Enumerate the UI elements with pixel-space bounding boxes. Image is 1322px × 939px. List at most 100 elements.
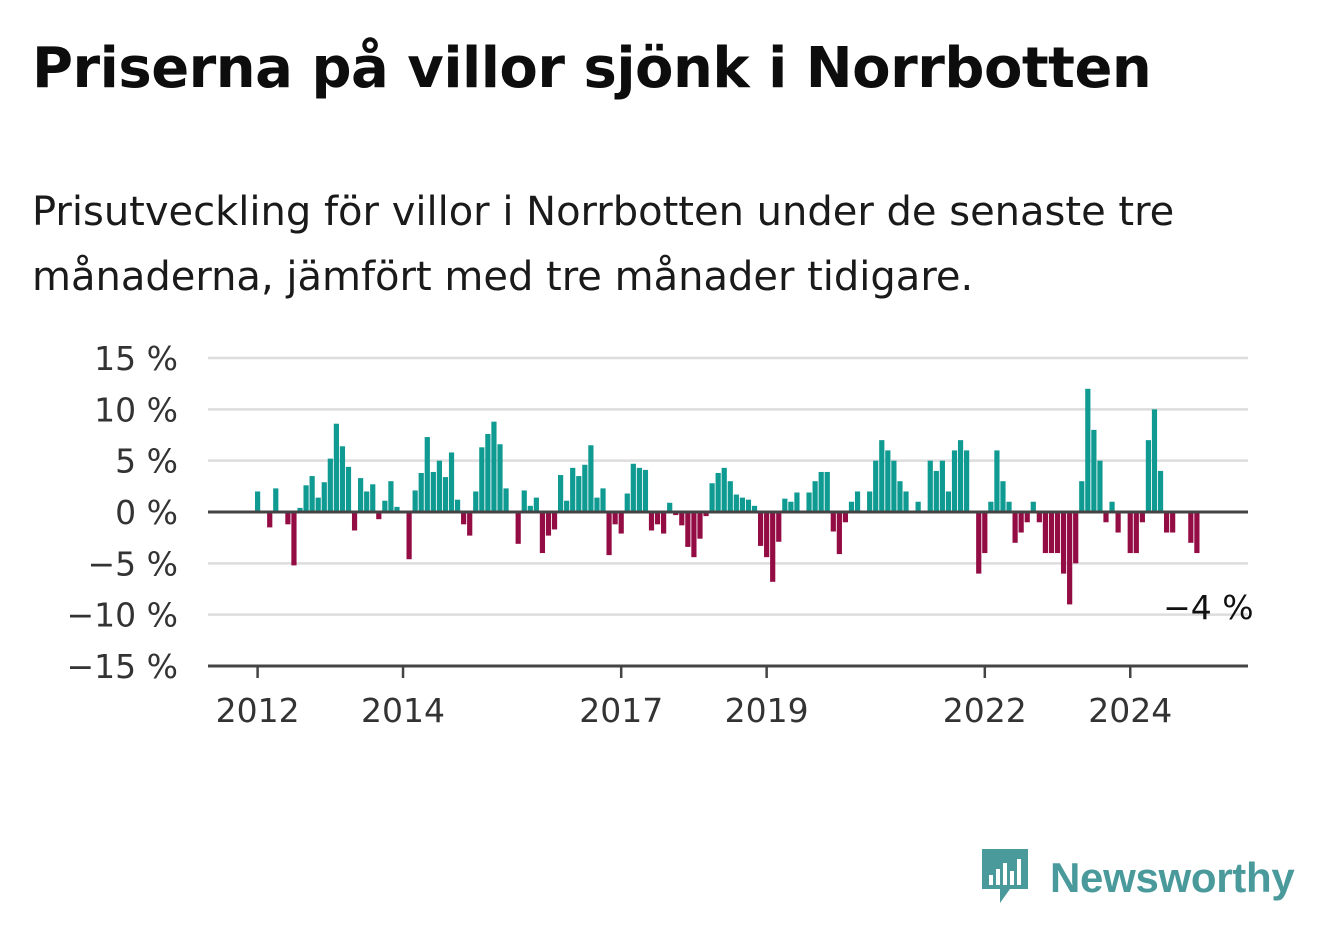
bar [691, 512, 697, 558]
bar [957, 440, 964, 512]
bar [1018, 512, 1024, 533]
bar [600, 488, 606, 512]
bar [1079, 481, 1085, 512]
bar [867, 491, 873, 512]
bar [739, 497, 745, 512]
bar [424, 437, 430, 512]
bar [727, 481, 733, 512]
bar [309, 476, 315, 512]
bar [406, 512, 412, 560]
bar [715, 472, 721, 512]
bar [521, 490, 527, 512]
bar [376, 512, 382, 520]
x-tick-label: 2012 [216, 691, 300, 730]
bar [497, 444, 503, 512]
bar [418, 472, 424, 512]
bar [618, 512, 624, 534]
bars [255, 388, 1200, 605]
bar [327, 458, 333, 512]
bar [448, 452, 455, 512]
bar [558, 475, 564, 512]
bar [606, 512, 612, 556]
bar [564, 500, 570, 512]
bar [1024, 512, 1030, 523]
bar [703, 512, 709, 517]
bar [364, 491, 370, 512]
bar [667, 502, 673, 512]
y-tick-label: −15 % [67, 647, 179, 686]
bar [903, 491, 909, 512]
bar [442, 477, 449, 512]
y-tick-label: −5 % [88, 544, 179, 583]
bar [285, 512, 291, 525]
bar [1000, 481, 1006, 512]
bar [588, 445, 594, 512]
bar [624, 493, 630, 512]
y-tick-label: −10 % [67, 596, 179, 635]
bar [897, 481, 903, 512]
bar [515, 512, 521, 544]
bar [1085, 388, 1091, 512]
bar [333, 423, 339, 512]
bar [830, 512, 836, 532]
bar [964, 450, 970, 512]
bar [467, 512, 473, 536]
bar [988, 501, 994, 512]
bar [345, 466, 352, 512]
brand-name: Newsworthy [1050, 854, 1295, 901]
bar [273, 488, 279, 512]
bar [491, 421, 497, 512]
bar [1103, 512, 1109, 523]
bar [836, 512, 842, 555]
bar [976, 512, 982, 574]
bar [824, 471, 830, 512]
newsworthy-brand[interactable]: Newsworthy [980, 848, 1295, 908]
chart-title: Priserna på villor sjönk i Norrbotten [32, 36, 1152, 101]
bar [1048, 512, 1055, 554]
bar [854, 491, 861, 512]
bar [339, 446, 346, 512]
bar [394, 506, 400, 512]
bar [503, 488, 509, 512]
bar [1054, 512, 1061, 554]
bar [527, 505, 533, 512]
x-tick-label: 2024 [1088, 691, 1172, 730]
bar [848, 501, 855, 512]
bar [885, 450, 891, 512]
bar [951, 450, 958, 512]
bar [1073, 512, 1079, 564]
bar [1012, 512, 1018, 543]
last-value-label: −4 % [1163, 588, 1254, 627]
y-tick-label: 5 % [115, 442, 178, 481]
bar [879, 440, 885, 512]
bar [994, 450, 1000, 512]
bar [709, 483, 715, 512]
bar [776, 512, 782, 542]
bar [1067, 512, 1073, 605]
annotation: −4 % [1163, 588, 1254, 627]
bar [806, 492, 812, 512]
bar [685, 512, 691, 547]
bar [1109, 501, 1115, 512]
bar [382, 500, 388, 512]
y-tick-label: 15 % [94, 339, 178, 378]
bar [1151, 409, 1158, 512]
bar [915, 501, 921, 512]
bar [358, 478, 364, 512]
bar [1170, 512, 1176, 533]
bar [1188, 512, 1194, 543]
x-tick-label: 2022 [943, 691, 1027, 730]
bar [576, 476, 582, 512]
bar [436, 460, 442, 512]
bar [1194, 512, 1200, 554]
bar [751, 505, 758, 512]
bar [757, 512, 764, 546]
y-tick-label: 10 % [94, 390, 178, 429]
bar [939, 460, 945, 512]
bar [764, 512, 770, 558]
bar [945, 491, 952, 512]
bar [1006, 501, 1012, 512]
bar [570, 467, 576, 512]
bar [297, 507, 303, 512]
bar [1091, 429, 1097, 512]
